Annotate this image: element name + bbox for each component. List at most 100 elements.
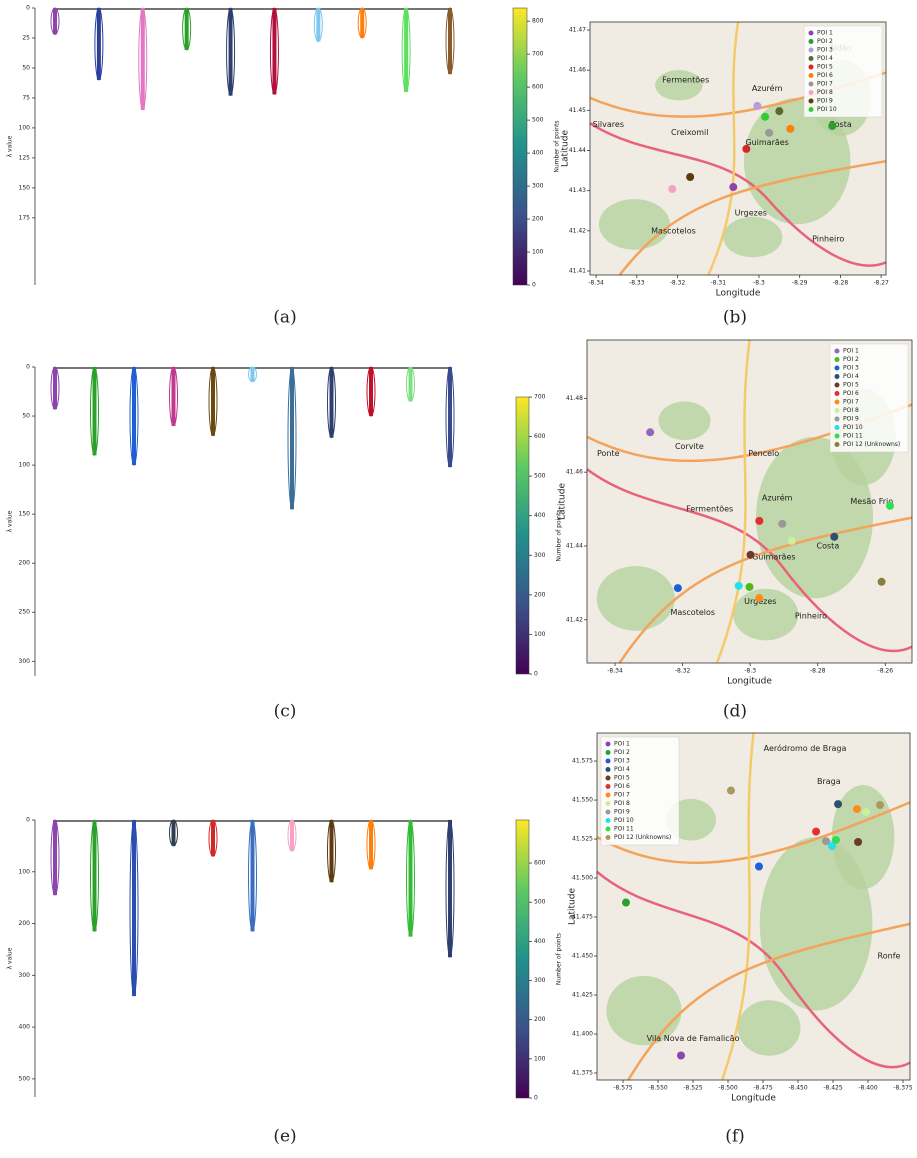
colorbar bbox=[516, 397, 529, 674]
poi-point bbox=[786, 125, 794, 133]
y-tick-label: 41.575 bbox=[572, 758, 593, 765]
colorbar-label: Number of points bbox=[556, 933, 563, 985]
place-label: Guimarães bbox=[752, 553, 795, 562]
legend-swatch bbox=[835, 417, 840, 422]
colorbar-tick-label: 800 bbox=[532, 18, 544, 25]
y-axis-label: λ value bbox=[7, 510, 14, 532]
legend-label: POI 1 bbox=[843, 348, 859, 355]
place-label: Costa bbox=[817, 541, 840, 550]
poi-point bbox=[755, 517, 763, 525]
y-tick-label: 41.525 bbox=[572, 836, 593, 843]
colorbar-tick-label: 100 bbox=[534, 1055, 546, 1062]
poi-point bbox=[668, 185, 676, 193]
place-label: Creixomil bbox=[671, 128, 708, 137]
legend-label: POI 5 bbox=[614, 775, 630, 782]
y-tick-label: 500 bbox=[19, 1075, 31, 1082]
map-forest bbox=[738, 1000, 801, 1056]
y-tick-label: 50 bbox=[22, 413, 30, 420]
caption: (d) bbox=[723, 702, 747, 722]
poi-point bbox=[830, 533, 838, 541]
legend-swatch bbox=[835, 425, 840, 430]
place-label: Mascotelos bbox=[670, 608, 715, 617]
y-tick-label: 0 bbox=[26, 5, 30, 12]
y-tick-label: 41.47 bbox=[569, 27, 586, 34]
legend-label: POI 12 (Unknowns) bbox=[614, 834, 671, 841]
legend-label: POI 6 bbox=[614, 783, 630, 790]
poi-point bbox=[834, 800, 842, 808]
x-tick-label: -8.575 bbox=[613, 1085, 633, 1092]
y-axis-label: Latitude bbox=[558, 483, 568, 521]
poi-point bbox=[765, 129, 773, 137]
legend-swatch bbox=[809, 56, 814, 61]
legend-swatch bbox=[606, 827, 611, 832]
legend-box bbox=[601, 737, 679, 845]
place-label: Aeródromo de Braga bbox=[764, 743, 847, 753]
place-label: Vila Nova de Famalicão bbox=[647, 1034, 740, 1043]
y-tick-label: 41.400 bbox=[572, 1030, 593, 1037]
place-label: Mascotelos bbox=[651, 226, 696, 235]
poi-point bbox=[686, 173, 694, 181]
legend-swatch bbox=[606, 810, 611, 815]
map-forest bbox=[659, 401, 711, 440]
colorbar-tick-label: 300 bbox=[532, 183, 544, 190]
x-tick-label: -8.32 bbox=[670, 280, 686, 287]
legend-label: POI 9 bbox=[843, 416, 859, 423]
y-tick-label: 41.425 bbox=[572, 992, 593, 999]
place-label: Pinheiro bbox=[795, 612, 827, 621]
place-label: Azurém bbox=[752, 83, 783, 93]
place-label: Ponte bbox=[597, 449, 620, 458]
legend-swatch bbox=[809, 90, 814, 95]
colorbar bbox=[513, 8, 527, 285]
y-axis-label: Latitude bbox=[561, 130, 571, 168]
caption: (e) bbox=[273, 1127, 296, 1147]
poi-point bbox=[775, 107, 783, 115]
poi-point bbox=[761, 113, 769, 121]
x-tick-label: -8.475 bbox=[753, 1085, 773, 1092]
legend-box bbox=[830, 344, 908, 452]
legend-swatch bbox=[606, 818, 611, 823]
legend-label: POI 8 bbox=[843, 407, 859, 414]
colorbar-label: Number of points bbox=[554, 120, 561, 172]
x-tick-label: -8.500 bbox=[718, 1085, 738, 1092]
y-tick-label: 41.42 bbox=[569, 227, 586, 234]
y-tick-label: 75 bbox=[22, 94, 30, 101]
legend-swatch bbox=[606, 776, 611, 781]
colorbar-tick-label: 300 bbox=[534, 552, 546, 559]
legend-label: POI 7 bbox=[843, 399, 859, 406]
y-tick-label: 41.45 bbox=[569, 107, 586, 114]
x-tick-label: -8.3 bbox=[753, 280, 765, 287]
legend-label: POI 10 bbox=[817, 106, 837, 113]
colorbar-tick-label: 400 bbox=[534, 512, 546, 519]
y-tick-label: 250 bbox=[19, 609, 31, 616]
caption: (c) bbox=[274, 702, 297, 722]
y-tick-label: 400 bbox=[19, 1024, 31, 1031]
legend-label: POI 8 bbox=[614, 800, 630, 807]
legend-swatch bbox=[809, 73, 814, 78]
legend-label: POI 12 (Unknowns) bbox=[843, 441, 900, 448]
y-tick-label: 41.550 bbox=[572, 797, 593, 804]
poi-point bbox=[876, 801, 884, 809]
colorbar-tick-label: 0 bbox=[534, 671, 538, 678]
colorbar-tick-label: 200 bbox=[532, 216, 544, 223]
y-tick-label: 150 bbox=[19, 184, 31, 191]
y-tick-label: 41.41 bbox=[569, 267, 586, 274]
legend-swatch bbox=[835, 349, 840, 354]
poi-point bbox=[828, 122, 836, 130]
place-label: Urgezes bbox=[735, 208, 767, 217]
x-tick-label: -8.31 bbox=[710, 280, 726, 287]
y-axis-label: λ value bbox=[7, 947, 14, 969]
legend-swatch bbox=[835, 442, 840, 447]
x-tick-label: -8.525 bbox=[683, 1085, 703, 1092]
colorbar-tick-label: 300 bbox=[534, 977, 546, 984]
y-axis-label: λ value bbox=[7, 135, 14, 157]
caption: (a) bbox=[273, 308, 296, 328]
caption: (f) bbox=[725, 1127, 745, 1147]
x-tick-label: -8.400 bbox=[858, 1085, 878, 1092]
y-tick-label: 41.375 bbox=[572, 1069, 593, 1076]
legend-swatch bbox=[835, 434, 840, 439]
x-tick-label: -8.27 bbox=[873, 280, 889, 287]
legend-label: POI 5 bbox=[817, 64, 833, 71]
map-forest bbox=[832, 785, 895, 889]
poi-point bbox=[742, 145, 750, 153]
legend-label: POI 7 bbox=[817, 81, 833, 88]
